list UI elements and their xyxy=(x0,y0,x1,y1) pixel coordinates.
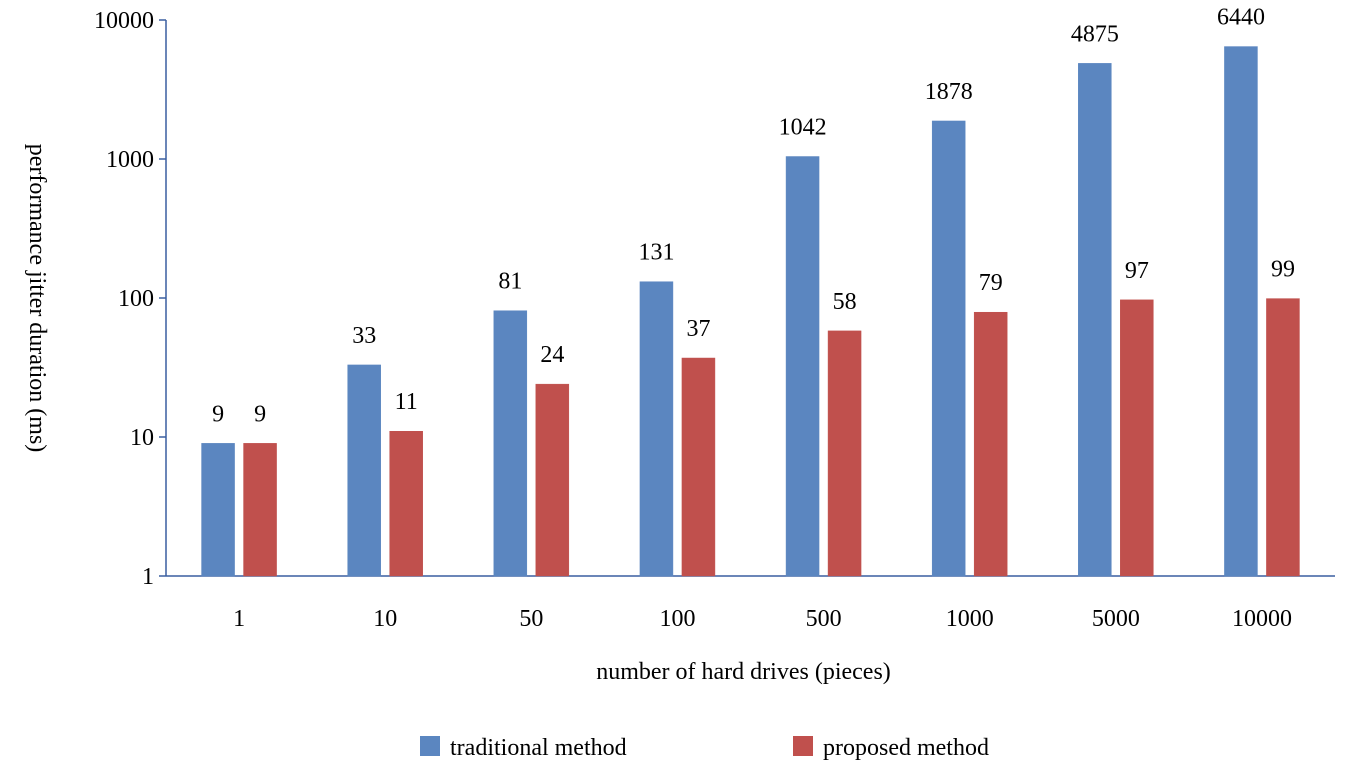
y-axis-title: performance jitter duration (ms) xyxy=(24,144,50,453)
data-label: 99 xyxy=(1271,257,1295,283)
bar-proposed-method-1 xyxy=(243,443,277,577)
y-tick-label: 10000 xyxy=(94,8,154,34)
x-tick-label: 100 xyxy=(659,606,695,632)
legend-swatch xyxy=(420,736,440,756)
bar-traditional-method-10 xyxy=(347,364,381,577)
data-label: 4875 xyxy=(1071,21,1119,47)
y-tick-label: 100 xyxy=(118,286,154,312)
y-tick-label: 10 xyxy=(130,425,154,451)
data-labels: 9 33 81 131 1042 1878 4875 6440 9 11 24 37 58 79 97 99 xyxy=(212,5,1295,428)
data-label: 1878 xyxy=(925,79,973,105)
x-axis-title: number of hard drives (pieces) xyxy=(596,659,891,685)
data-label: 37 xyxy=(686,316,710,342)
bar-traditional-method-1 xyxy=(201,443,235,577)
bar-proposed-method-10 xyxy=(389,430,423,577)
bar-proposed-method-50 xyxy=(535,383,570,577)
data-label: 9 xyxy=(254,401,266,427)
bar-traditional-method-500 xyxy=(785,156,820,577)
legend-label: proposed method xyxy=(823,735,989,761)
data-label: 9 xyxy=(212,401,224,427)
x-tick-label: 50 xyxy=(519,606,543,632)
bar-proposed-method-500 xyxy=(827,330,862,577)
legend-swatch xyxy=(793,736,813,756)
legend: traditional method proposed method xyxy=(420,735,989,761)
data-label: 6440 xyxy=(1217,5,1265,31)
bar-traditional-method-10000 xyxy=(1224,46,1258,577)
data-label: 79 xyxy=(979,270,1003,296)
x-tick-label: 5000 xyxy=(1092,606,1140,632)
y-tick-label: 1 xyxy=(142,564,154,590)
data-label: 97 xyxy=(1125,258,1149,284)
x-tick-label: 500 xyxy=(806,606,842,632)
y-tick-label: 1000 xyxy=(106,147,154,173)
y-axis: 1 10 100 1000 10000 xyxy=(94,8,167,590)
legend-label: traditional method xyxy=(450,735,627,761)
x-tick-label: 1 xyxy=(233,606,245,632)
bar-traditional-method-5000 xyxy=(1078,63,1112,577)
x-tick-label: 1000 xyxy=(946,606,994,632)
data-label: 81 xyxy=(498,269,522,295)
bar-traditional-method-1000 xyxy=(931,120,966,577)
data-label: 58 xyxy=(833,289,857,315)
data-label: 11 xyxy=(395,389,418,415)
data-label: 1042 xyxy=(779,115,827,141)
x-tick-label: 10000 xyxy=(1232,606,1292,632)
x-axis: 1 10 50 100 500 1000 5000 10000 xyxy=(166,575,1335,632)
bars xyxy=(201,46,1300,577)
bar-proposed-method-100 xyxy=(681,357,716,577)
bar-proposed-method-5000 xyxy=(1120,299,1154,577)
data-label: 33 xyxy=(352,323,376,349)
x-tick-label: 10 xyxy=(373,606,397,632)
bar-proposed-method-10000 xyxy=(1266,298,1300,577)
data-label: 24 xyxy=(540,342,564,368)
data-label: 131 xyxy=(638,240,674,266)
bar-traditional-method-100 xyxy=(639,281,674,577)
bar-proposed-method-1000 xyxy=(973,311,1008,577)
bar-traditional-method-50 xyxy=(493,310,528,577)
